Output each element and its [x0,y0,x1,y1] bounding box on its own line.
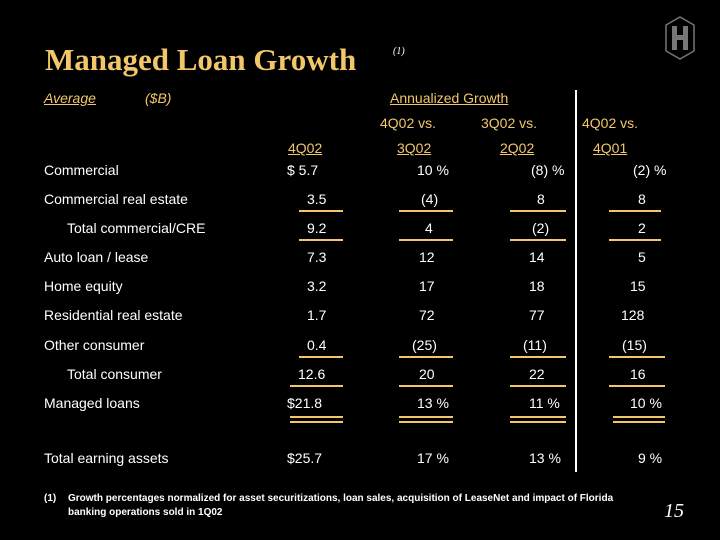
cell-growth-1: 17 [419,278,435,294]
header-unit: ($B) [145,90,172,106]
underline [510,385,566,387]
page-title: Managed Loan Growth [45,42,357,77]
double-underline [290,416,343,418]
header-col2-bottom: 2Q02 [500,140,535,156]
header-col3-top: 4Q02 vs. [582,115,639,131]
cell-growth-1: 4 [425,220,433,236]
header-col1-bottom: 3Q02 [397,140,432,156]
cell-value: 3.5 [307,191,327,207]
cell-growth-2: 18 [529,278,545,294]
cell-value: $ 5.7 [287,162,319,178]
cell-value: 0.4 [307,337,327,353]
cell-growth-2: 22 [529,366,545,382]
row-label-commercial-real-estate: Commercial real estate [44,191,188,207]
cell-growth-2: (2) [532,220,550,236]
cell-growth-1: 20 [419,366,435,382]
double-underline [510,416,566,418]
row-label-commercial: Commercial [44,162,119,178]
underline [299,356,343,358]
cell-growth-3: 2 [638,220,646,236]
row-label-home-equity: Home equity [44,278,123,294]
cell-growth-2: (8) % [531,162,565,178]
huntington-logo-icon [665,16,695,60]
cell-growth-2: 77 [529,307,545,323]
cell-growth-2: 8 [537,191,545,207]
cell-growth-1: 13 % [417,395,449,411]
footnote-line-2: banking operations sold in 1Q02 [68,507,223,518]
underline [510,356,566,358]
underline [510,210,566,212]
header-col2-top: 3Q02 vs. [481,115,538,131]
cell-growth-3: 16 [630,366,646,382]
row-label-other-consumer: Other consumer [44,337,145,353]
cell-growth-2: 14 [529,249,545,265]
cell-growth-2: (11) [523,337,547,353]
cell-value: 3.2 [307,278,327,294]
underline [609,356,665,358]
cell-growth-3: 8 [638,191,646,207]
underline [299,239,343,241]
underline [290,385,343,387]
underline [399,239,453,241]
underline [609,210,661,212]
header-average: Average [44,90,96,106]
row-label-total-earning-assets: Total earning assets [44,450,169,466]
underline [609,239,661,241]
row-label-managed-loans: Managed loans [44,395,140,411]
cell-growth-1: 17 % [417,450,449,466]
double-underline [290,421,343,423]
cell-growth-1: 72 [419,307,435,323]
underline [399,356,453,358]
footnote-line-1: Growth percentages normalized for asset … [68,493,614,504]
cell-growth-1: 12 [419,249,435,265]
cell-growth-3: 9 % [638,450,663,466]
cell-growth-1: 10 % [417,162,449,178]
underline [510,239,566,241]
cell-growth-2: 13 % [529,450,561,466]
row-label-auto-loan-lease: Auto loan / lease [44,249,149,265]
cell-growth-1: (25) [412,337,437,353]
column-divider [575,90,577,472]
cell-growth-3: 10 % [630,395,662,411]
double-underline [510,421,566,423]
double-underline [399,416,453,418]
underline [399,385,453,387]
cell-value: 1.7 [307,307,327,323]
underline [609,385,665,387]
page-number: 15 [664,500,684,522]
cell-growth-2: 11 % [529,395,560,411]
cell-value: 12.6 [298,366,326,382]
cell-value: $21.8 [287,395,323,411]
header-col-4q02: 4Q02 [288,140,323,156]
double-underline [613,416,665,418]
cell-growth-3: 5 [638,249,646,265]
cell-growth-3: (15) [622,337,647,353]
double-underline [613,421,665,423]
cell-value: 7.3 [307,249,327,265]
row-label-residential-real-estate: Residential real estate [44,307,183,323]
cell-value: 9.2 [307,220,327,236]
cell-growth-1: (4) [421,191,439,207]
cell-growth-3: (2) % [633,162,667,178]
double-underline [399,421,453,423]
row-label-total-consumer: Total consumer [67,366,162,382]
underline [399,210,453,212]
cell-growth-3: 15 [630,278,646,294]
header-annualized-growth: Annualized Growth [390,90,509,106]
footnote-marker: (1) [44,493,57,504]
title-footnote-marker: (1) [393,46,405,57]
row-label-total-commercial-cre: Total commercial/CRE [67,220,206,236]
header-col1-top: 4Q02 vs. [380,115,437,131]
header-col3-bottom: 4Q01 [593,140,628,156]
underline [299,210,343,212]
cell-value: $25.7 [287,450,323,466]
cell-growth-3: 128 [621,307,645,323]
